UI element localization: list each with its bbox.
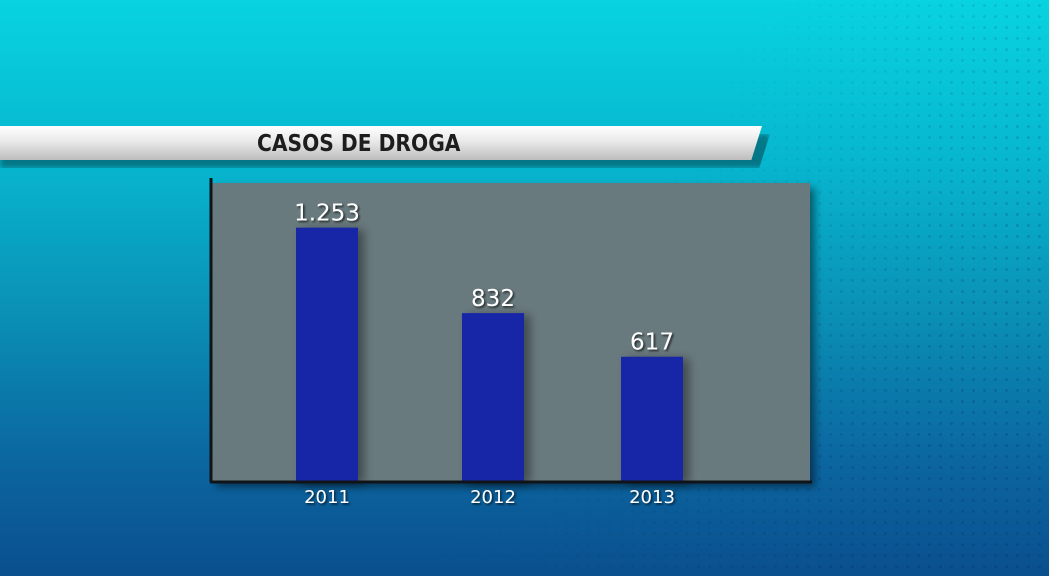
- category-label-2013: 2013: [629, 487, 675, 508]
- category-label-2012: 2012: [470, 487, 516, 508]
- bar-2011: [296, 227, 358, 482]
- bar-2012: [462, 313, 524, 482]
- value-label-2012: 832: [471, 286, 515, 312]
- bar-2013: [621, 356, 683, 482]
- value-label-2011: 1.253: [294, 201, 360, 227]
- category-label-2011: 2011: [304, 487, 350, 508]
- title-banner: [0, 126, 762, 160]
- chart-title: CASOS DE DROGA: [257, 131, 461, 157]
- value-label-2013: 617: [630, 330, 674, 356]
